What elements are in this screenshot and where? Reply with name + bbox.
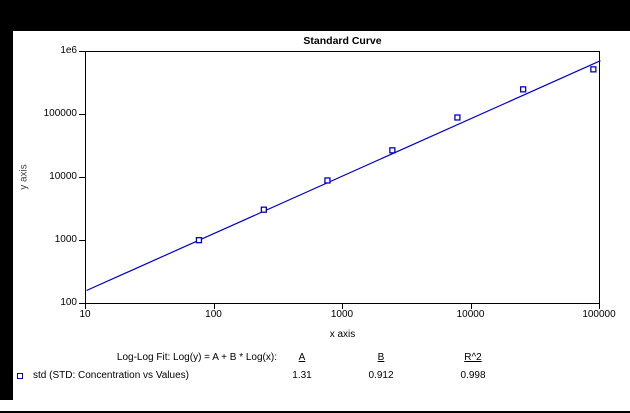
data-point-marker <box>519 86 527 93</box>
x-tick-mark <box>213 304 215 309</box>
chart-panel-notch <box>0 400 13 411</box>
fit-r2-value: 0.998 <box>460 370 486 381</box>
x-tick-label: 100 <box>205 309 222 320</box>
x-tick-label: 10 <box>79 309 91 320</box>
x-tick-label: 10000 <box>456 309 485 320</box>
y-tick-mark <box>79 114 85 115</box>
data-point-marker <box>590 66 597 73</box>
legend-marker-icon <box>17 373 23 379</box>
series-legend-label: std (STD: Concentration vs Values) <box>33 370 189 381</box>
data-point-marker <box>195 237 203 244</box>
y-tick-label: 100000 <box>43 108 77 119</box>
fit-b-value: 0.912 <box>368 370 394 381</box>
chart-title: Standard Curve <box>303 35 382 47</box>
x-tick-mark <box>85 304 86 309</box>
y-tick-label: 100 <box>60 297 77 308</box>
column-header-a: A <box>298 352 306 363</box>
fit-a-value: 1.31 <box>292 370 312 381</box>
data-point-marker <box>454 114 461 121</box>
x-tick-label: 1000 <box>330 309 354 320</box>
y-tick-mark <box>79 51 85 52</box>
fit-equation-label: Log-Log Fit: Log(y) = A + B * Log(x): <box>116 352 277 363</box>
y-tick-label: 1000 <box>54 234 77 245</box>
data-point-marker <box>260 206 268 213</box>
y-tick-mark <box>79 303 85 304</box>
data-point-marker <box>389 147 396 154</box>
x-tick-mark <box>342 304 343 309</box>
y-tick-mark <box>79 177 85 178</box>
y-tick-label: 10000 <box>49 171 77 182</box>
x-tick-label: 100000 <box>582 309 616 320</box>
plot-canvas <box>86 60 601 292</box>
column-header-b: B <box>377 352 385 363</box>
x-axis-label: x axis <box>329 329 356 340</box>
fit-line <box>86 60 601 292</box>
x-tick-mark <box>599 304 600 309</box>
y-tick-mark <box>79 240 85 241</box>
y-axis-label: y axis <box>18 164 30 190</box>
x-tick-mark <box>470 304 472 309</box>
y-tick-label: 1e6 <box>60 45 77 56</box>
plot-area <box>85 51 601 304</box>
column-header-r2: R^2 <box>464 352 482 363</box>
data-point-marker <box>324 177 331 184</box>
